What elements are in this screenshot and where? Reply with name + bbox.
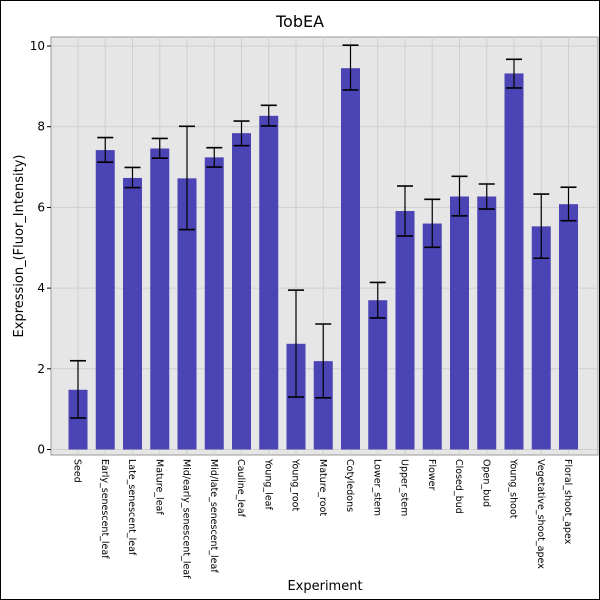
bar xyxy=(150,148,170,450)
bars xyxy=(68,68,578,450)
x-tick-label: Floral_shoot_apex xyxy=(562,459,573,545)
x-tick-label: Early_senescent_leaf xyxy=(99,459,110,559)
x-tick-label: Mature_root xyxy=(317,459,328,516)
bar xyxy=(313,361,333,450)
y-tick-label: 0 xyxy=(37,443,45,457)
x-tick-label: Young_leaf xyxy=(262,458,273,510)
x-tick-label: Mid/early_senescent_leaf xyxy=(181,459,192,579)
x-tick-label: Flower xyxy=(426,459,437,491)
bar xyxy=(177,178,197,450)
x-tick-label: Vegetative_shoot_apex xyxy=(535,459,546,569)
bar xyxy=(450,196,469,450)
x-tick-label: Young_shoot xyxy=(508,458,519,519)
bar xyxy=(395,211,415,450)
bar xyxy=(259,115,279,450)
bar xyxy=(368,300,388,450)
x-tick-label: Upper_stem xyxy=(399,459,410,516)
x-tick-label: Cotyledons xyxy=(344,459,355,512)
bar xyxy=(422,223,442,450)
x-tick-label: Young_root xyxy=(290,458,301,511)
bar xyxy=(123,177,142,450)
x-tick-label: Mid/late_senescent_leaf xyxy=(208,459,219,573)
bar xyxy=(95,150,115,450)
error-bars xyxy=(70,44,577,419)
bar xyxy=(232,133,251,450)
x-tick-label: Seed xyxy=(72,459,83,483)
y-axis-label: Expression_(Fluor_Intensity) xyxy=(12,155,27,338)
y-tick-label: 6 xyxy=(37,200,45,214)
x-tick-label: Cauline_leaf xyxy=(235,459,246,518)
x-tick-label: Mature_leaf xyxy=(153,459,164,515)
bar xyxy=(477,196,497,450)
bar xyxy=(341,68,360,450)
bar xyxy=(204,157,224,450)
bar xyxy=(504,73,524,450)
y-tick-label: 2 xyxy=(37,362,45,376)
x-tick-label: Closed_bud xyxy=(453,459,464,514)
bar xyxy=(68,389,88,450)
x-tick-label: Lower_stem xyxy=(371,459,382,516)
y-axis-ticks: 0 2 4 6 8 10 xyxy=(30,39,51,457)
y-tick-label: 4 xyxy=(37,281,45,295)
bar xyxy=(531,226,551,450)
x-category-labels: Seed Early_senescent_leaf Late_senescent_l… xyxy=(72,458,574,579)
chart-title: TobEA xyxy=(275,12,324,31)
y-tick-label: 10 xyxy=(30,39,45,53)
x-tick-label: Open_bud xyxy=(480,459,491,507)
y-tick-label: 8 xyxy=(37,120,45,134)
x-axis-label: Experiment xyxy=(287,579,362,594)
x-tick-label: Late_senescent_leaf xyxy=(126,459,137,556)
bar xyxy=(559,204,578,450)
